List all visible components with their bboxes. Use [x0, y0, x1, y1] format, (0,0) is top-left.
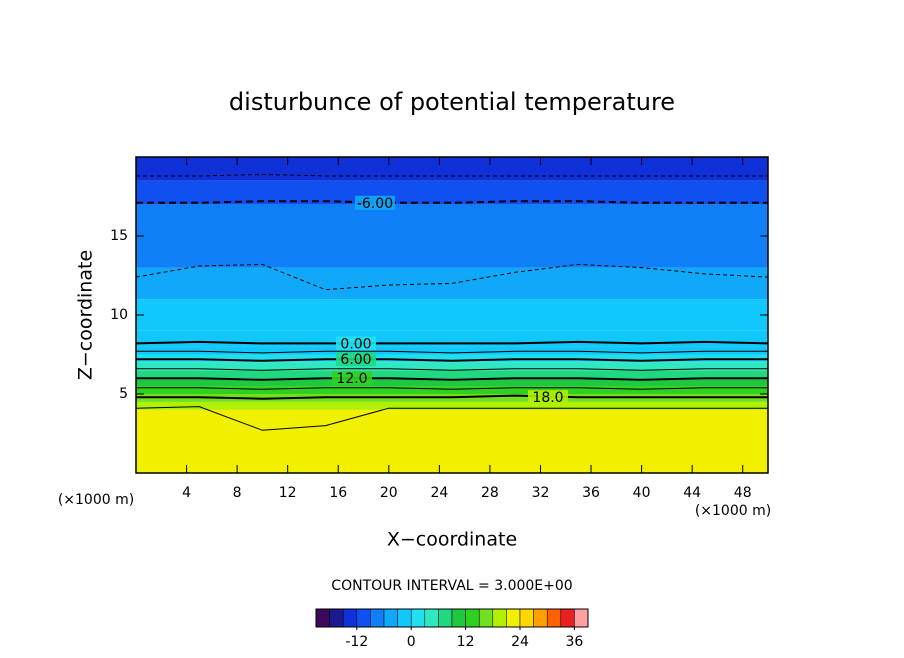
- y-tick-label: 10: [110, 307, 128, 323]
- colorbar-frame: [315, 608, 589, 628]
- x-axis-label: X−coordinate: [387, 529, 517, 551]
- contour-line: [135, 263, 769, 291]
- colorbar-cell: [342, 608, 358, 628]
- contour-label: 0.00: [340, 336, 371, 352]
- colorbar-cell: [560, 608, 575, 628]
- contour-label-bg: [528, 390, 568, 405]
- colorbar-cell: [465, 608, 480, 628]
- contour-label-bg: [355, 195, 395, 210]
- colorbar-cell: [519, 608, 534, 628]
- colorbar-cell: [506, 608, 521, 628]
- contour-line: [136, 387, 768, 390]
- colorbar-cell: [533, 608, 548, 628]
- contour-label-bg: [336, 336, 376, 351]
- colorbar-tick-label: -12: [345, 634, 368, 650]
- contour-line: [136, 377, 768, 381]
- contour-label-bg: [336, 352, 376, 367]
- x-tick-label: 44: [683, 485, 701, 501]
- x-tick-label: 12: [279, 485, 297, 501]
- contour-line: [135, 406, 768, 431]
- colorbar-cell: [546, 608, 562, 628]
- x-tick-label: 24: [430, 485, 448, 501]
- y-tick-label: 5: [119, 386, 128, 402]
- field-cell: [136, 299, 768, 331]
- colorbar-cell: [478, 608, 494, 628]
- x-tick-label: 16: [329, 485, 347, 501]
- field-cell: [136, 378, 768, 387]
- contour-line: [136, 394, 768, 400]
- field-cell: [136, 180, 768, 205]
- field-cell: [136, 354, 768, 363]
- x-tick-label: 20: [380, 485, 398, 501]
- x-unit-label: (×1000 m): [695, 503, 771, 519]
- colorbar-cell: [315, 608, 330, 628]
- contour-label-bg: [332, 371, 372, 386]
- colorbar-cell: [492, 608, 507, 628]
- x-tick-label: 4: [182, 485, 191, 501]
- field-cell: [136, 370, 768, 379]
- x-tick-label: 36: [582, 485, 600, 501]
- colorbar-tick-label: 12: [457, 634, 475, 650]
- colorbar-tick-label: 36: [565, 634, 583, 650]
- x-tick-label: 8: [233, 485, 242, 501]
- y-unit-label: (×1000 m): [58, 492, 134, 508]
- contour-line: [135, 340, 769, 345]
- contour-label: 18.0: [532, 390, 563, 406]
- colorbar-cell: [356, 608, 371, 628]
- colorbar-cell: [370, 608, 385, 628]
- field-cell: [136, 362, 768, 371]
- colorbar-cell: [451, 608, 466, 628]
- contour-label: 12.0: [336, 371, 367, 387]
- contour-line: [136, 173, 768, 177]
- field-cell: [136, 409, 768, 473]
- contour-line: [136, 200, 768, 204]
- field-cell: [136, 157, 768, 181]
- field-cell: [136, 204, 768, 236]
- colorbar-cell: [383, 608, 398, 628]
- y-axis-label: Z−coordinate: [75, 250, 97, 380]
- field-cell: [136, 401, 768, 410]
- x-tick-label: 32: [532, 485, 550, 501]
- colorbar-cell: [424, 608, 439, 628]
- contour-line: [136, 368, 768, 371]
- contour-label: -6.00: [357, 196, 393, 212]
- colorbar-tick-label: 24: [511, 634, 529, 650]
- x-tick-label: 40: [633, 485, 651, 501]
- contour-line: [136, 358, 768, 362]
- contour-line: [136, 350, 768, 354]
- field-cell: [136, 236, 768, 268]
- x-tick-label: 48: [734, 485, 752, 501]
- contour-label: 6.00: [340, 352, 371, 368]
- colorbar-cell: [410, 608, 426, 628]
- chart-title: disturbunce of potential temperature: [229, 88, 675, 116]
- colorbar-tick-label: 0: [407, 634, 416, 650]
- y-tick-label: 15: [110, 228, 128, 244]
- field-cell: [136, 346, 768, 355]
- contour-interval: CONTOUR INTERVAL = 3.000E+00: [331, 578, 572, 594]
- colorbar-cell: [574, 608, 589, 628]
- field-cell: [136, 386, 768, 394]
- colorbar-cell: [329, 608, 344, 628]
- x-tick-label: 28: [481, 485, 499, 501]
- colorbar-cell: [438, 608, 453, 628]
- colorbar-cell: [397, 608, 412, 628]
